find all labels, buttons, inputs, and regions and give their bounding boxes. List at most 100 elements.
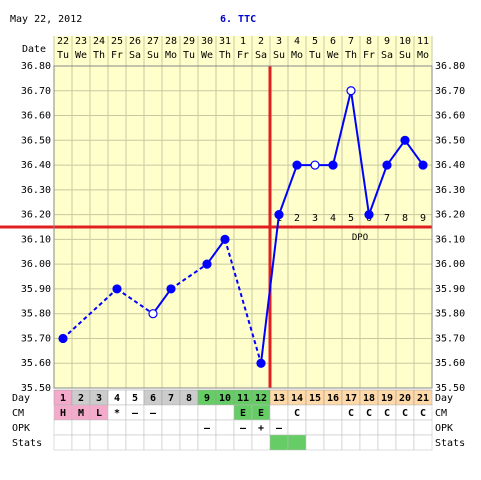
cm-cell bbox=[323, 404, 343, 421]
temperature-point bbox=[274, 210, 284, 220]
temperature-point bbox=[382, 160, 392, 170]
temperature-point bbox=[112, 284, 122, 294]
stats-cell bbox=[233, 434, 253, 451]
cm-value: * bbox=[114, 408, 120, 419]
y-tick-label-right: 35.70 bbox=[435, 333, 465, 344]
cm-cell bbox=[215, 404, 235, 421]
dpo-number: 5 bbox=[348, 213, 354, 224]
y-tick-label-left: 35.70 bbox=[21, 333, 51, 344]
opk-cell bbox=[305, 419, 325, 436]
opk-cell bbox=[179, 419, 199, 436]
weekday-label: Su bbox=[273, 50, 285, 61]
opk-value: – bbox=[276, 423, 283, 434]
date-label: 27 bbox=[147, 36, 159, 47]
opk-cell bbox=[215, 419, 235, 436]
cycle-day-label: 7 bbox=[168, 393, 174, 404]
weekday-label: Tu bbox=[57, 50, 69, 61]
row-label-opk: OPK bbox=[12, 423, 30, 434]
date-label: 4 bbox=[294, 36, 300, 47]
temperature-point bbox=[400, 135, 410, 145]
row-label-stats: Stats bbox=[12, 438, 42, 449]
y-tick-label-right: 36.30 bbox=[435, 185, 465, 196]
y-tick-label-left: 36.50 bbox=[21, 135, 51, 146]
date-label: 3 bbox=[276, 36, 282, 47]
temperature-point bbox=[202, 259, 212, 269]
stats-cell bbox=[215, 434, 235, 451]
weekday-label: We bbox=[201, 50, 213, 61]
weekday-label: Th bbox=[345, 50, 357, 61]
temperature-segment bbox=[260, 214, 280, 364]
cycle-day-label: 1 bbox=[60, 393, 66, 404]
dpo-number: 8 bbox=[402, 213, 408, 224]
y-tick-label-right: 36.40 bbox=[435, 160, 465, 171]
cm-value: C bbox=[402, 408, 408, 419]
weekday-label: Sa bbox=[255, 50, 267, 61]
y-tick-label-left: 36.80 bbox=[21, 61, 51, 72]
opk-cell bbox=[89, 419, 109, 436]
temperature-point bbox=[58, 333, 68, 344]
y-tick-label-left: 36.10 bbox=[21, 234, 51, 245]
date-label: 23 bbox=[75, 36, 87, 47]
y-tick-label-right: 35.60 bbox=[435, 358, 465, 369]
weekday-label: Su bbox=[147, 50, 159, 61]
opk-cell bbox=[125, 419, 145, 436]
cm-cell bbox=[305, 404, 325, 421]
weekday-label: Tu bbox=[183, 50, 195, 61]
temperature-segment bbox=[224, 239, 262, 364]
stats-cell bbox=[395, 434, 415, 451]
chart-title: 6. TTC bbox=[220, 14, 256, 25]
weekday-label: We bbox=[327, 50, 339, 61]
cycle-day-label: 16 bbox=[327, 393, 339, 404]
cm-cell bbox=[179, 404, 199, 421]
cycle-day-label: 12 bbox=[255, 393, 267, 404]
cycle-day-label: 10 bbox=[219, 393, 231, 404]
dpo-label: DPO bbox=[352, 233, 368, 243]
stats-cell bbox=[161, 434, 181, 451]
y-tick-label-right: 35.80 bbox=[435, 309, 465, 320]
dpo-number: 3 bbox=[312, 213, 318, 224]
opk-value: + bbox=[258, 423, 264, 434]
weekday-label: Sa bbox=[129, 50, 141, 61]
stats-cell bbox=[377, 434, 397, 451]
stats-cell bbox=[179, 434, 199, 451]
y-tick-label-left: 35.50 bbox=[21, 383, 51, 394]
weekday-label: Su bbox=[399, 50, 411, 61]
stats-cell bbox=[359, 434, 379, 451]
temperature-segment bbox=[332, 90, 352, 166]
temperature-segment bbox=[404, 139, 424, 166]
opk-cell bbox=[377, 419, 397, 436]
cm-cell bbox=[269, 404, 289, 421]
stats-cell bbox=[413, 434, 433, 451]
stats-cell bbox=[251, 434, 271, 451]
y-tick-label-left: 36.40 bbox=[21, 160, 51, 171]
dpo-number: 9 bbox=[420, 213, 426, 224]
opk-cell bbox=[359, 419, 379, 436]
opk-cell bbox=[341, 419, 361, 436]
weekday-label: Mo bbox=[165, 50, 177, 61]
temperature-point bbox=[292, 160, 302, 170]
cm-cell bbox=[161, 404, 181, 421]
cycle-day-label: 3 bbox=[96, 393, 102, 404]
temperature-segment bbox=[350, 90, 370, 215]
stats-cell bbox=[71, 434, 91, 451]
cycle-day-label: 13 bbox=[273, 393, 285, 404]
opk-cell bbox=[395, 419, 415, 436]
stats-cell bbox=[143, 434, 163, 451]
row-label-right-cm: CM bbox=[435, 408, 447, 419]
cycle-day-label: 19 bbox=[381, 393, 393, 404]
opk-cell bbox=[71, 419, 91, 436]
stats-cell bbox=[287, 434, 307, 451]
y-tick-label-left: 35.60 bbox=[21, 358, 51, 369]
stats-cell bbox=[197, 434, 217, 451]
cycle-day-label: 15 bbox=[309, 393, 321, 404]
cycle-day-label: 9 bbox=[204, 393, 210, 404]
y-tick-label-right: 36.80 bbox=[435, 61, 465, 72]
cycle-day-label: 17 bbox=[345, 393, 357, 404]
temperature-point bbox=[310, 160, 320, 170]
weekday-label: Tu bbox=[309, 50, 321, 61]
temperature-point bbox=[418, 160, 428, 170]
temperature-point bbox=[220, 234, 230, 244]
cm-value: – bbox=[132, 408, 139, 419]
cm-value: C bbox=[348, 408, 354, 419]
date-row-label: Date bbox=[22, 44, 46, 55]
